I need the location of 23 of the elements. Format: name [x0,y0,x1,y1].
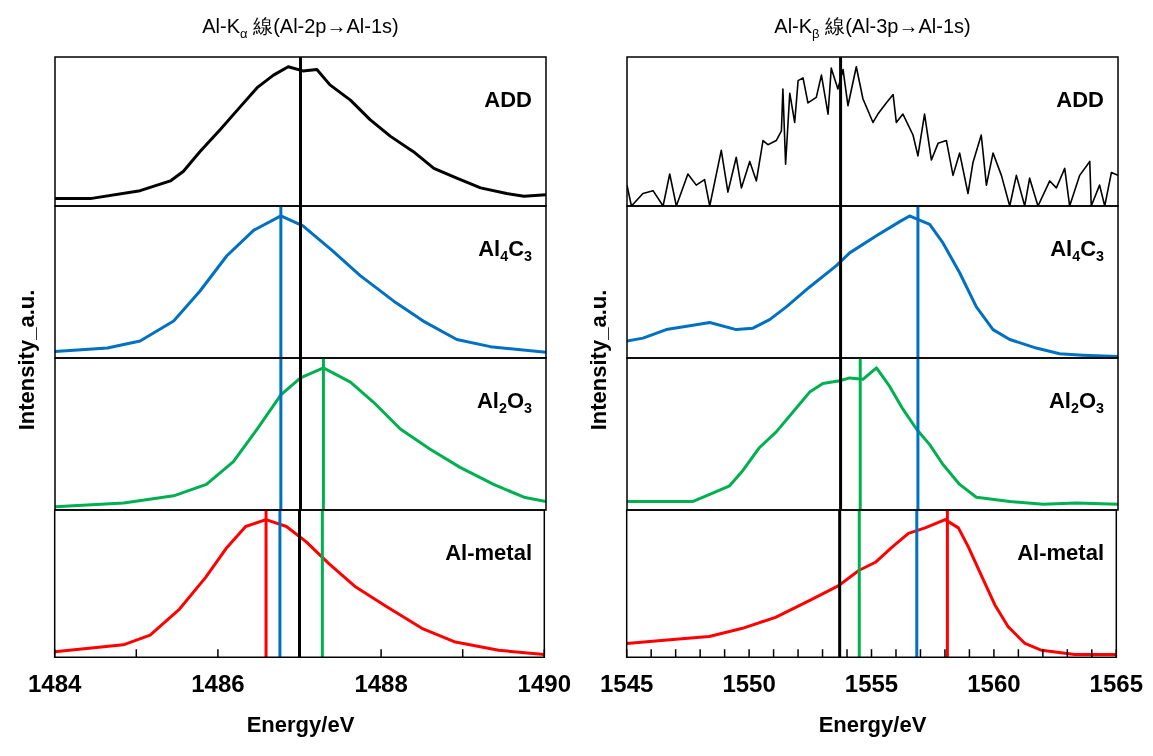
x-axis-title: Energy/eV [246,712,355,738]
x-tick-label: 1488 [354,670,409,698]
chart-title: Al-K$_{α}$ 線(Al-2p→Al-1s) [202,14,399,41]
chart-title: Al-K$_{β}$ 線(Al-3p→Al-1s) [774,14,971,41]
x-tick-label: 1545 [600,670,654,698]
y-axis-title: Intensity_a.u. [586,289,612,430]
x-tick-label: 1490 [517,670,572,698]
x-tick-label: 1550 [722,670,777,698]
x-tick-label: 1560 [967,670,1021,698]
x-tick-label: 1486 [191,670,245,698]
y-axis-title: Intensity_a.u. [14,289,40,430]
annotation: ADD [1056,86,1104,113]
annotation: ADD [484,86,532,113]
annotation: Al$_{2}$O$_{3}$ [476,388,532,417]
annotation: Al-metal [445,540,532,567]
x-tick-label: 1555 [845,670,899,698]
annotation: Al$_{2}$O$_{3}$ [1048,388,1104,417]
annotation: Al-metal [1017,540,1104,567]
x-tick-label: 1565 [1089,670,1144,698]
annotation: Al$_{4}$C$_{3}$ [1050,236,1104,265]
x-tick-label: 1484 [28,670,83,698]
annotation: Al$_{4}$C$_{3}$ [478,236,532,265]
x-axis-title: Energy/eV [818,712,927,738]
